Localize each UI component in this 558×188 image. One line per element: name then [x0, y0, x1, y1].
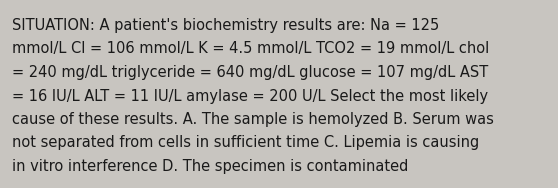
Text: in vitro interference D. The specimen is contaminated: in vitro interference D. The specimen is… — [12, 159, 408, 174]
Text: cause of these results. A. The sample is hemolyzed B. Serum was: cause of these results. A. The sample is… — [12, 112, 494, 127]
Text: not separated from cells in sufficient time C. Lipemia is causing: not separated from cells in sufficient t… — [12, 136, 479, 151]
Text: = 16 IU/L ALT = 11 IU/L amylase = 200 U/L Select the most likely: = 16 IU/L ALT = 11 IU/L amylase = 200 U/… — [12, 89, 488, 104]
Text: = 240 mg/dL triglyceride = 640 mg/dL glucose = 107 mg/dL AST: = 240 mg/dL triglyceride = 640 mg/dL glu… — [12, 65, 488, 80]
Text: mmol/L Cl = 106 mmol/L K = 4.5 mmol/L TCO2 = 19 mmol/L chol: mmol/L Cl = 106 mmol/L K = 4.5 mmol/L TC… — [12, 42, 489, 57]
Text: SITUATION: A patient's biochemistry results are: Na = 125: SITUATION: A patient's biochemistry resu… — [12, 18, 439, 33]
